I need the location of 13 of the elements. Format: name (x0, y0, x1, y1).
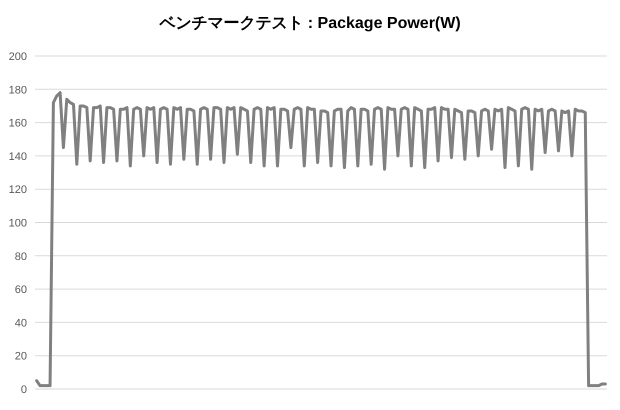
y-tick-label: 100 (8, 218, 27, 230)
y-tick-label: 80 (14, 250, 27, 263)
y-tick-label: 20 (14, 350, 27, 363)
y-tick-label: 0 (20, 384, 27, 396)
line-series (35, 91, 607, 388)
y-tick-label: 180 (8, 84, 27, 96)
y-tick-label: 200 (8, 51, 27, 63)
y-tick-label: 140 (8, 150, 27, 163)
y-tick-label: 160 (8, 118, 27, 130)
y-tick-label: 40 (14, 317, 27, 330)
chart-title: ベンチマークテスト : Package Power(W) (158, 15, 461, 32)
y-tick-label: 60 (14, 284, 27, 296)
y-tick-label: 120 (8, 184, 27, 196)
